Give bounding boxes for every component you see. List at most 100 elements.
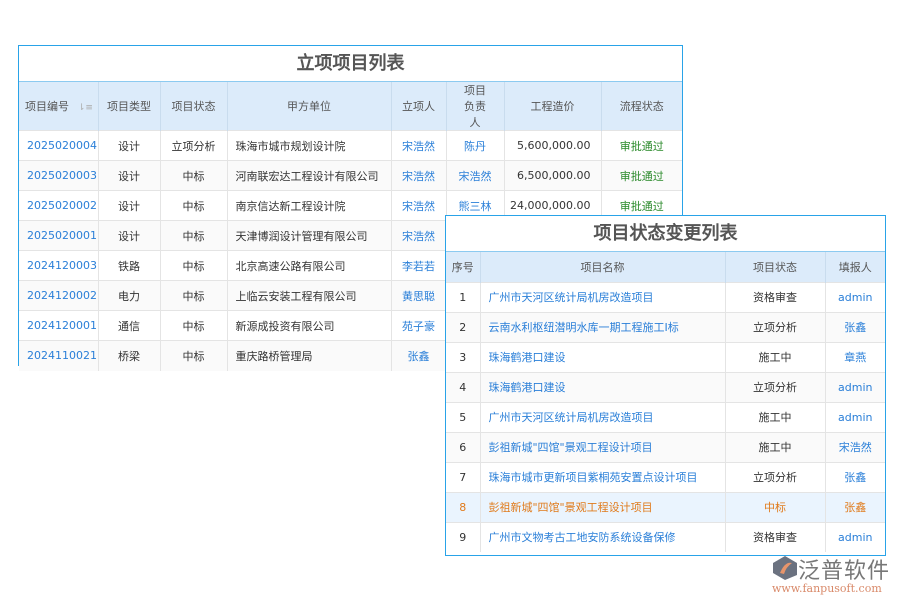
logo-name: 泛普软件 [798, 559, 891, 584]
project-status: 立项分析 [160, 130, 228, 161]
column-header[interactable]: 项目名称 [480, 252, 726, 282]
project-status: 中标 [160, 340, 228, 371]
column-header[interactable]: 项目负责人 [446, 82, 505, 131]
project-type: 电力 [98, 280, 161, 311]
project-name-link[interactable]: 彭祖新城"四馆"景观工程设计项目 [480, 431, 726, 462]
client-unit: 北京高速公路有限公司 [227, 250, 392, 281]
logo-url: www.fanpusoft.com [772, 582, 882, 595]
column-header[interactable]: 流程状态 [601, 82, 682, 131]
column-header[interactable]: 项目类型 [98, 82, 161, 131]
table-row[interactable]: 5 广州市天河区统计局机房改造项目 施工中 admin [446, 401, 885, 432]
project-type: 桥梁 [98, 340, 161, 371]
project-type: 设计 [98, 190, 161, 221]
project-cost: 5,600,000.00 [504, 130, 602, 161]
column-header[interactable]: 甲方单位 [227, 82, 392, 131]
project-id-link[interactable]: 2025020003 [19, 160, 99, 191]
project-name-link[interactable]: 云南水利枢纽潜明水库一期工程施工I标 [480, 311, 726, 342]
project-status: 施工中 [725, 431, 826, 462]
reporter[interactable]: 张鑫 [825, 461, 885, 492]
initiator[interactable]: 黄思聪 [391, 280, 447, 311]
project-status: 立项分析 [725, 311, 826, 342]
table-row[interactable]: 6 彭祖新城"四馆"景观工程设计项目 施工中 宋浩然 [446, 431, 885, 462]
project-id-link[interactable]: 2025020001 [19, 220, 99, 251]
project-status: 资格审查 [725, 521, 826, 552]
project-name-link[interactable]: 珠海市城市更新项目紫桐苑安置点设计项目 [480, 461, 726, 492]
project-type: 铁路 [98, 250, 161, 281]
project-list-title: 立项项目列表 [19, 46, 682, 82]
column-header[interactable]: 项目状态 [725, 252, 826, 282]
project-id-link[interactable]: 2024120003 [19, 250, 99, 281]
manager[interactable]: 宋浩然 [446, 160, 505, 191]
row-number: 3 [446, 341, 481, 372]
project-status: 中标 [160, 250, 228, 281]
project-status: 中标 [160, 190, 228, 221]
reporter[interactable]: 张鑫 [825, 311, 885, 342]
table-row[interactable]: 4 珠海鹤港口建设 立项分析 admin [446, 371, 885, 402]
project-name-link[interactable]: 广州市文物考古工地安防系统设备保修 [480, 521, 726, 552]
client-unit: 珠海市城市规划设计院 [227, 130, 392, 161]
project-cost: 6,500,000.00 [504, 160, 602, 191]
table-row[interactable]: 9 广州市文物考古工地安防系统设备保修 资格审查 admin [446, 521, 885, 552]
project-status: 施工中 [725, 401, 826, 432]
fanpusoft-logo: 泛普软件 www.fanpusoft.com [770, 553, 895, 598]
project-name-link[interactable]: 珠海鹤港口建设 [480, 341, 726, 372]
project-name-link[interactable]: 广州市天河区统计局机房改造项目 [480, 401, 726, 432]
client-unit: 天津博润设计管理有限公司 [227, 220, 392, 251]
project-name-link[interactable]: 珠海鹤港口建设 [480, 371, 726, 402]
initiator[interactable]: 李若若 [391, 250, 447, 281]
column-header[interactable]: 序号 [446, 252, 481, 282]
row-number: 5 [446, 401, 481, 432]
project-status: 立项分析 [725, 461, 826, 492]
project-id-link[interactable]: 2024120002 [19, 280, 99, 311]
column-header[interactable]: 项目状态 [160, 82, 228, 131]
project-name-link[interactable]: 广州市天河区统计局机房改造项目 [480, 281, 726, 312]
manager[interactable]: 陈丹 [446, 130, 505, 161]
project-status: 中标 [160, 280, 228, 311]
initiator[interactable]: 张鑫 [391, 340, 447, 371]
table-row[interactable]: 7 珠海市城市更新项目紫桐苑安置点设计项目 立项分析 张鑫 [446, 461, 885, 492]
reporter[interactable]: admin [825, 401, 885, 432]
sort-icon[interactable]: ⇂≡ [75, 103, 93, 113]
project-status: 资格审查 [725, 281, 826, 312]
project-id-link[interactable]: 2024120001 [19, 310, 99, 341]
row-number: 2 [446, 311, 481, 342]
project-type: 通信 [98, 310, 161, 341]
reporter[interactable]: admin [825, 521, 885, 552]
reporter[interactable]: admin [825, 281, 885, 312]
status-change-title: 项目状态变更列表 [446, 216, 885, 252]
table-row[interactable]: 1 广州市天河区统计局机房改造项目 资格审查 admin [446, 281, 885, 312]
flow-status: 审批通过 [601, 130, 682, 161]
project-id-link[interactable]: 2024110021 [19, 340, 99, 371]
column-header[interactable]: 立项人 [391, 82, 447, 131]
column-header[interactable]: 项目编号 ⇂≡ [19, 82, 99, 131]
reporter[interactable]: 章燕 [825, 341, 885, 372]
column-header[interactable]: 工程造价 [504, 82, 602, 131]
initiator[interactable]: 宋浩然 [391, 130, 447, 161]
initiator[interactable]: 苑子豪 [391, 310, 447, 341]
column-header[interactable]: 填报人 [825, 252, 885, 282]
project-id-link[interactable]: 2025020004 [19, 130, 99, 161]
table-row[interactable]: 2025020004 设计 立项分析 珠海市城市规划设计院 宋浩然 陈丹 5,600,000… [19, 130, 682, 161]
project-name-link[interactable]: 彭祖新城"四馆"景观工程设计项目 [480, 491, 726, 522]
reporter[interactable]: admin [825, 371, 885, 402]
row-number: 6 [446, 431, 481, 462]
status-change-panel: 项目状态变更列表 序号 项目名称 项目状态 填报人 1 广州市天河区统计局机房改造项目 资格… [445, 215, 886, 556]
reporter[interactable]: 宋浩然 [825, 431, 885, 462]
initiator[interactable]: 宋浩然 [391, 190, 447, 221]
initiator[interactable]: 宋浩然 [391, 160, 447, 191]
table-row[interactable]: 3 珠海鹤港口建设 施工中 章燕 [446, 341, 885, 372]
row-number: 4 [446, 371, 481, 402]
row-number: 1 [446, 281, 481, 312]
project-status: 中标 [160, 220, 228, 251]
row-number: 9 [446, 521, 481, 552]
project-status: 中标 [160, 160, 228, 191]
table-row[interactable]: 2 云南水利枢纽潜明水库一期工程施工I标 立项分析 张鑫 [446, 311, 885, 342]
initiator[interactable]: 宋浩然 [391, 220, 447, 251]
table-row[interactable]: 2025020003 设计 中标 河南联宏达工程设计有限公司 宋浩然 宋浩然 6,500,0… [19, 160, 682, 191]
client-unit: 新源成投资有限公司 [227, 310, 392, 341]
client-unit: 河南联宏达工程设计有限公司 [227, 160, 392, 191]
reporter[interactable]: 张鑫 [825, 491, 885, 522]
table-row[interactable]: 8 彭祖新城"四馆"景观工程设计项目 中标 张鑫 [446, 491, 885, 522]
client-unit: 南京信达新工程设计院 [227, 190, 392, 221]
project-id-link[interactable]: 2025020002 [19, 190, 99, 221]
